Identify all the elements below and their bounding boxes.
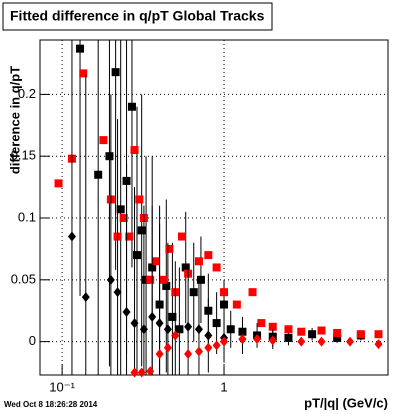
point bbox=[135, 195, 144, 204]
point bbox=[54, 179, 63, 188]
point bbox=[284, 333, 293, 342]
point bbox=[142, 275, 151, 284]
point bbox=[284, 325, 293, 334]
point bbox=[155, 348, 164, 359]
timestamp: Wed Oct 8 18:26:28 2014 bbox=[4, 400, 98, 409]
point bbox=[163, 342, 172, 353]
point bbox=[130, 367, 139, 378]
point bbox=[113, 287, 122, 298]
point bbox=[130, 146, 139, 155]
point bbox=[232, 300, 241, 309]
point bbox=[374, 330, 383, 339]
point bbox=[220, 336, 229, 347]
point bbox=[148, 311, 157, 322]
point bbox=[171, 330, 180, 341]
point bbox=[155, 318, 164, 329]
point bbox=[99, 136, 108, 145]
point bbox=[175, 325, 184, 334]
point bbox=[308, 330, 317, 339]
point bbox=[151, 257, 160, 266]
point bbox=[204, 342, 213, 353]
y-tick-label: 0.2 bbox=[18, 86, 36, 101]
point bbox=[165, 244, 174, 253]
point bbox=[184, 348, 193, 359]
point bbox=[146, 275, 155, 284]
point bbox=[76, 44, 85, 53]
point bbox=[181, 263, 190, 272]
point bbox=[196, 275, 205, 284]
point bbox=[132, 251, 141, 260]
point bbox=[257, 319, 266, 328]
point bbox=[253, 334, 262, 345]
point bbox=[137, 367, 146, 378]
point bbox=[81, 292, 90, 303]
point bbox=[177, 232, 186, 241]
y-tick-label: 0 bbox=[29, 333, 36, 348]
point bbox=[333, 333, 342, 342]
point bbox=[137, 226, 146, 235]
point bbox=[139, 324, 148, 335]
point bbox=[130, 318, 139, 329]
point bbox=[333, 328, 342, 337]
point bbox=[194, 257, 203, 266]
point bbox=[163, 324, 172, 335]
point bbox=[111, 68, 120, 77]
point bbox=[374, 339, 383, 350]
point bbox=[162, 281, 171, 290]
point bbox=[204, 251, 213, 260]
point bbox=[297, 336, 306, 347]
point bbox=[79, 69, 88, 78]
point bbox=[67, 231, 76, 242]
point bbox=[220, 300, 229, 309]
chart-title: Fitted difference in q/pT Global Tracks bbox=[10, 8, 265, 24]
point bbox=[127, 102, 136, 111]
point bbox=[268, 335, 277, 346]
x-tick-label: 1 bbox=[220, 379, 227, 394]
point bbox=[189, 288, 198, 297]
point bbox=[194, 346, 203, 357]
point bbox=[346, 336, 355, 347]
point bbox=[119, 214, 128, 223]
point bbox=[317, 326, 326, 335]
point bbox=[146, 366, 155, 377]
point bbox=[168, 312, 177, 321]
point bbox=[226, 325, 235, 334]
point bbox=[268, 322, 277, 331]
y-tick-label: 0.15 bbox=[11, 148, 36, 163]
point bbox=[94, 170, 103, 179]
y-tick-label: 0.05 bbox=[11, 271, 36, 286]
point bbox=[116, 205, 125, 214]
plot-frame bbox=[39, 39, 389, 376]
point bbox=[248, 288, 257, 297]
point bbox=[184, 321, 193, 332]
title-box bbox=[2, 2, 273, 31]
point bbox=[220, 288, 229, 297]
point bbox=[317, 336, 326, 347]
point bbox=[356, 330, 365, 339]
x-axis-label: pT/|q| (GeV/c) bbox=[304, 395, 388, 410]
y-axis-label: difference in q/pT bbox=[7, 66, 22, 174]
point bbox=[106, 274, 115, 285]
y-tick-label: 0.1 bbox=[18, 209, 36, 224]
point bbox=[125, 232, 134, 241]
point bbox=[159, 275, 168, 284]
point bbox=[212, 263, 221, 272]
point bbox=[122, 306, 131, 317]
point bbox=[238, 334, 247, 345]
point bbox=[212, 340, 221, 351]
point bbox=[204, 330, 213, 341]
point bbox=[105, 152, 114, 161]
x-tick-label: 10⁻¹ bbox=[49, 379, 75, 394]
point bbox=[297, 327, 306, 336]
point bbox=[194, 324, 203, 335]
point bbox=[212, 319, 221, 328]
